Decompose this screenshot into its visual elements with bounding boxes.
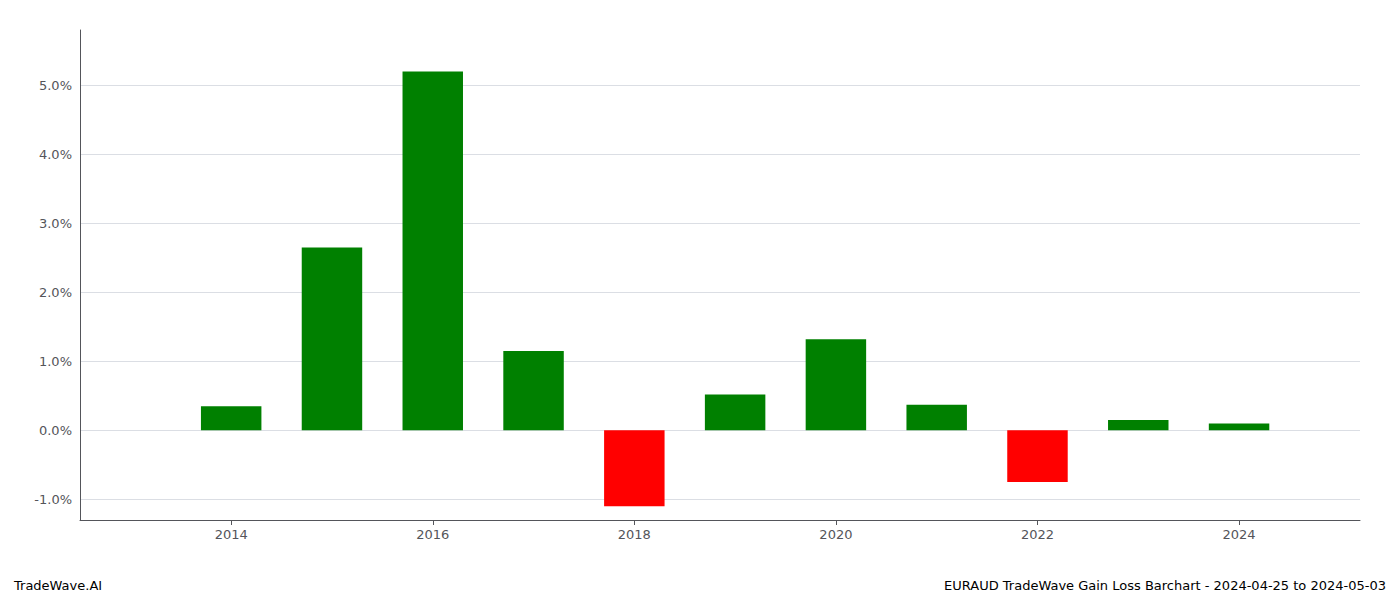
svg-text:2014: 2014 (215, 527, 248, 542)
svg-text:4.0%: 4.0% (39, 147, 72, 162)
svg-text:EURAUD TradeWave Gain Loss Bar: EURAUD TradeWave Gain Loss Barchart - 20… (944, 578, 1386, 593)
svg-text:2.0%: 2.0% (39, 285, 72, 300)
svg-text:3.0%: 3.0% (39, 216, 72, 231)
svg-text:1.0%: 1.0% (39, 354, 72, 369)
svg-text:2022: 2022 (1021, 527, 1054, 542)
svg-text:2016: 2016 (416, 527, 449, 542)
svg-text:5.0%: 5.0% (39, 78, 72, 93)
svg-text:TradeWave.AI: TradeWave.AI (13, 578, 102, 593)
svg-text:2024: 2024 (1223, 527, 1256, 542)
svg-text:0.0%: 0.0% (39, 423, 72, 438)
svg-text:-1.0%: -1.0% (34, 492, 72, 507)
svg-text:2018: 2018 (618, 527, 651, 542)
svg-text:2020: 2020 (819, 527, 852, 542)
